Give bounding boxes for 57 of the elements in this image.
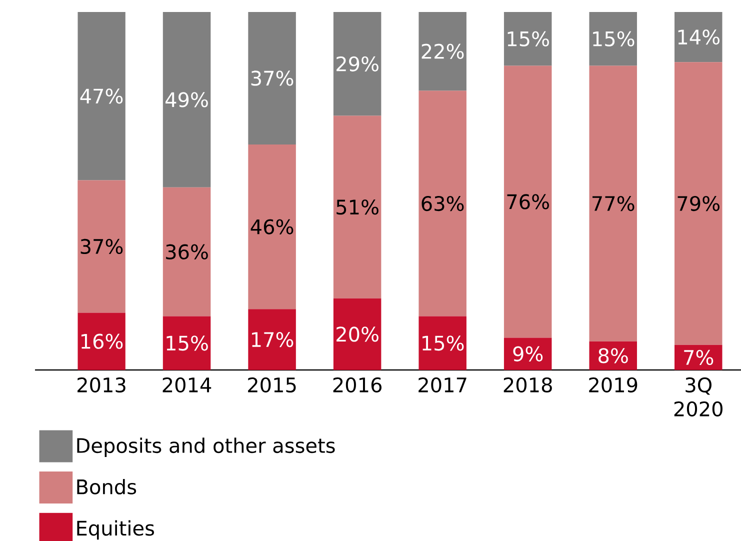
bar [333, 298, 382, 370]
data-label: 14% [678, 29, 720, 45]
bar [162, 187, 211, 316]
bar [418, 316, 466, 370]
bar [589, 12, 637, 66]
bar [674, 62, 722, 345]
bar [418, 12, 466, 91]
data-label: 47% [80, 88, 123, 104]
data-label: 37% [251, 70, 294, 86]
data-label: 17% [252, 332, 294, 348]
bar [589, 66, 637, 342]
bar [248, 12, 296, 144]
data-label: 9% [513, 346, 543, 362]
legend-label: Equities [77, 520, 154, 540]
x-tick-label: 2014 [162, 377, 212, 393]
data-label: 76% [507, 194, 549, 210]
bar [504, 12, 552, 66]
bar [162, 316, 211, 370]
x-tick-label: 2016 [333, 377, 382, 393]
data-label: 77% [592, 196, 634, 212]
data-label: 15% [166, 336, 208, 351]
data-label: 49% [166, 92, 208, 108]
data-label: 8% [598, 348, 628, 364]
data-label: 20% [336, 326, 378, 342]
bar [248, 144, 296, 310]
bar [162, 12, 211, 188]
data-label: 7% [684, 350, 714, 366]
x-tick-label: 2013 [78, 377, 126, 393]
data-label: 15% [422, 336, 464, 351]
bar [78, 180, 126, 313]
legend-label: Bonds [77, 478, 136, 494]
bar [504, 66, 552, 338]
data-label: 15% [508, 31, 549, 46]
data-label: 79% [678, 196, 720, 212]
data-label: 63% [422, 196, 464, 212]
x-tick-label: 2018 [504, 377, 552, 393]
bar [248, 309, 296, 370]
bar [78, 312, 126, 370]
data-label: 29% [336, 56, 378, 72]
data-label: 16% [81, 334, 123, 349]
bar [674, 344, 722, 370]
data-label: 46% [250, 219, 294, 234]
x-tick-label: 2015 [248, 377, 296, 393]
legend-label: Deposits and other assets [77, 438, 335, 457]
bar [333, 116, 382, 298]
bar [674, 12, 722, 62]
x-tick-label: 2019 [589, 377, 638, 393]
data-label: 36% [166, 244, 208, 260]
bar [418, 90, 466, 316]
data-label: 51% [336, 200, 378, 215]
data-label: 22% [422, 44, 464, 59]
data-label: 15% [593, 31, 634, 46]
x-tick-label: 3Q 2020 [674, 377, 722, 417]
x-tick-label: 2017 [418, 377, 466, 393]
bar [78, 12, 126, 180]
bar [333, 12, 382, 116]
data-label: 37% [80, 238, 123, 254]
